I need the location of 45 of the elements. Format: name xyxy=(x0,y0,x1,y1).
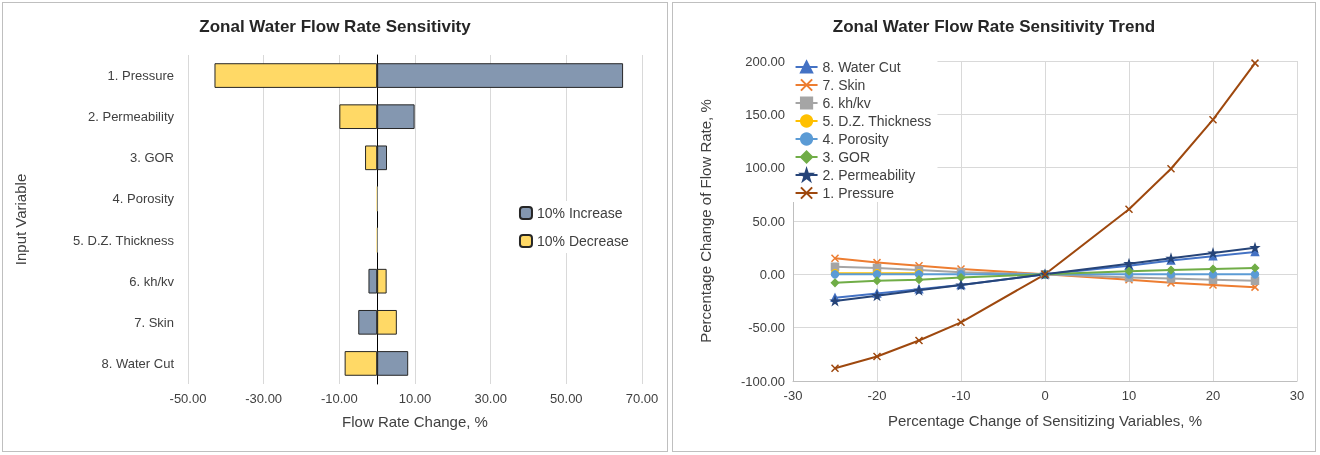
x-tick-label: 20 xyxy=(1205,388,1221,403)
legend-label: 6. kh/kv xyxy=(822,95,871,111)
y-axis-title: Percentage Change of Flow Rate, % xyxy=(697,99,714,343)
y-tick-label: 3. GOR xyxy=(129,150,174,166)
legend-label: 4. Porosity xyxy=(822,131,889,147)
legend-label: 10% Increase xyxy=(536,205,623,221)
x-tick-label: -30.00 xyxy=(245,391,283,406)
y-tick-label: 6. kh/kv xyxy=(129,273,175,289)
chart-title: Zonal Water Flow Rate Sensitivity xyxy=(199,17,472,36)
x-tick-label: -30 xyxy=(783,388,803,403)
legend-label: 1. Pressure xyxy=(822,185,895,201)
legend-label: 5. D.Z. Thickness xyxy=(822,113,932,129)
y-axis-title: Input Variable xyxy=(12,173,29,266)
x-tick-label: -20 xyxy=(867,388,887,403)
x-tick-label: 10 xyxy=(1121,388,1137,403)
y-tick-label: 1. Pressure xyxy=(107,68,174,84)
y-tick-label: 7. Skin xyxy=(134,314,174,330)
y-tick-label: 4. Porosity xyxy=(112,191,175,207)
chart-title: Zonal Water Flow Rate Sensitivity Trend xyxy=(832,17,1156,36)
y-tick-label: 5. D.Z. Thickness xyxy=(73,232,175,248)
legend-label: 10% Decrease xyxy=(536,233,630,249)
y-tick-label: 200.00 xyxy=(745,53,785,69)
y-tick-label: -50.00 xyxy=(748,320,785,336)
y-tick-label: 50.00 xyxy=(752,213,785,229)
x-tick-label: -10 xyxy=(951,388,971,403)
y-tick-label: 100.00 xyxy=(745,160,785,176)
legend-label: 8. Water Cut xyxy=(822,59,901,75)
y-tick-label: 8. Water Cut xyxy=(101,355,175,371)
x-tick-label: -50.00 xyxy=(169,391,207,406)
y-tick-label: 0.00 xyxy=(759,266,785,282)
x-tick-label: 70.00 xyxy=(625,391,659,406)
legend-label: 7. Skin xyxy=(822,77,866,93)
y-tick-label: 150.00 xyxy=(745,106,785,122)
x-tick-label: 30.00 xyxy=(474,391,507,406)
legend-label: 2. Permeability xyxy=(822,167,916,183)
x-axis-title: Flow Rate Change, % xyxy=(342,413,488,430)
x-tick-label: 30 xyxy=(1289,388,1305,403)
x-axis-title: Percentage Change of Sensitizing Variables, % xyxy=(887,412,1203,429)
x-tick-label: 0 xyxy=(1041,388,1049,403)
y-tick-label: -100.00 xyxy=(740,373,785,389)
y-tick-label: 2. Permeability xyxy=(88,109,175,125)
x-tick-label: 10.00 xyxy=(398,391,432,406)
legend-label: 3. GOR xyxy=(822,149,871,165)
x-tick-label: 50.00 xyxy=(550,391,583,406)
x-tick-label: -10.00 xyxy=(320,391,358,406)
